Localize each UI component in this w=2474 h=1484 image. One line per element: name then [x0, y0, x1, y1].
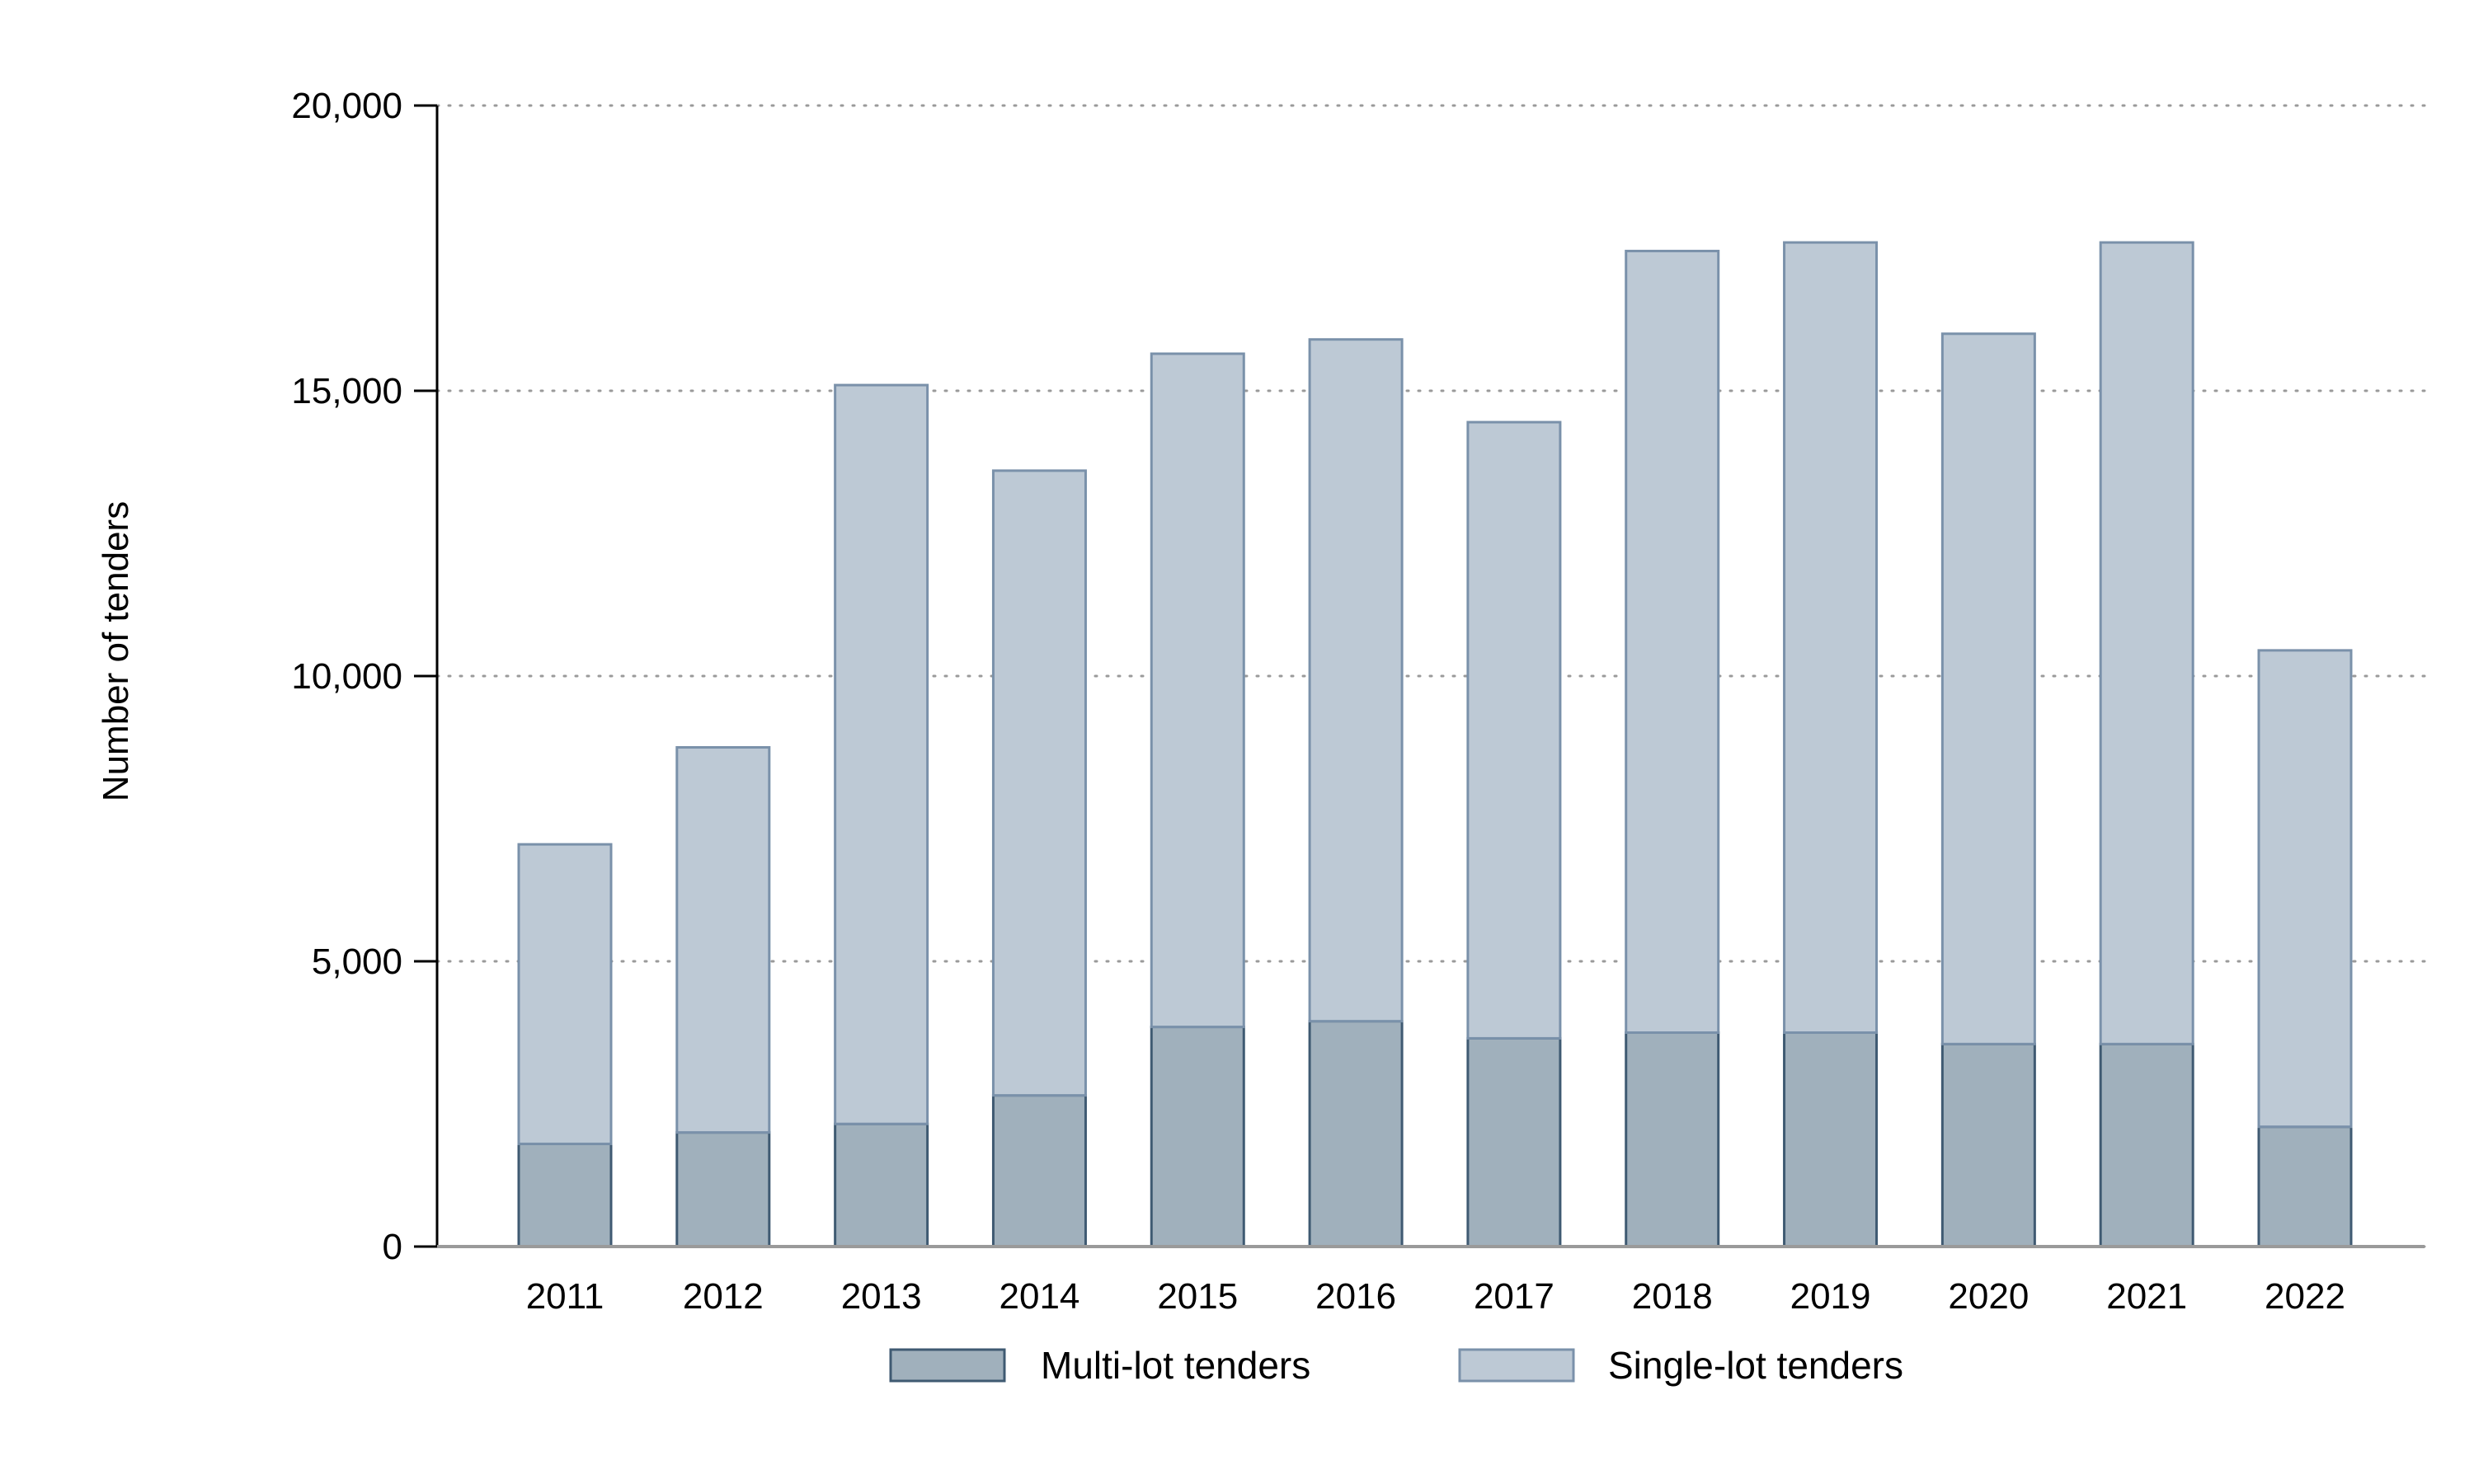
- bar-single-lot: [517, 843, 613, 1145]
- bar-single-lot: [991, 469, 1087, 1097]
- x-tick-label: 2019: [1790, 1276, 1871, 1317]
- bar-multi-lot: [834, 1122, 929, 1248]
- x-tick-labels: 2011 2012 2013 2014 2015 2016 2017 2018 2019 2020…: [526, 1276, 2345, 1317]
- bar-single-lot: [1308, 338, 1404, 1023]
- bar-single-lot: [1940, 332, 2036, 1045]
- bar-single-lot: [1466, 420, 1562, 1040]
- legend-swatch-multi-lot: [889, 1348, 1006, 1383]
- bar-single-lot: [2099, 241, 2194, 1045]
- x-tick-label: 2020: [1948, 1276, 2029, 1317]
- x-tick-label: 2013: [841, 1276, 922, 1317]
- bar-single-lot: [675, 746, 771, 1134]
- bar-single-lot: [2257, 649, 2353, 1129]
- bar-multi-lot: [675, 1131, 771, 1248]
- bar-multi-lot: [991, 1094, 1087, 1248]
- y-tick-labels: 0 5,000 10,000 15,000 20,000: [291, 86, 402, 1267]
- y-tick-label: 20,000: [291, 86, 402, 126]
- x-tick-label: 2017: [1474, 1276, 1554, 1317]
- bar-multi-lot: [1783, 1031, 1879, 1248]
- x-tick-label: 2011: [526, 1276, 604, 1317]
- bar-multi-lot: [1940, 1042, 2036, 1248]
- axes: [414, 104, 2425, 1248]
- x-tick-label: 2012: [683, 1276, 764, 1317]
- bar-single-lot: [1150, 352, 1245, 1029]
- x-tick-label: 2016: [1315, 1276, 1396, 1317]
- y-axis-title: Number of tenders: [96, 501, 136, 801]
- bar-multi-lot: [1308, 1020, 1404, 1248]
- legend: Multi-lot tenders Single-lot tenders: [889, 1344, 1903, 1387]
- y-tick-label: 15,000: [291, 371, 402, 411]
- x-tick-label: 2018: [1632, 1276, 1713, 1317]
- bar-multi-lot: [517, 1142, 613, 1248]
- x-tick-label: 2014: [999, 1276, 1080, 1317]
- bar-single-lot: [1625, 249, 1720, 1034]
- x-tick-label: 2015: [1157, 1276, 1238, 1317]
- legend-label-single-lot: Single-lot tenders: [1608, 1344, 1903, 1387]
- x-tick-label: 2022: [2265, 1276, 2345, 1317]
- bar-multi-lot: [1150, 1026, 1245, 1248]
- legend-swatch-single-lot: [1458, 1348, 1575, 1383]
- bars: [517, 241, 2353, 1248]
- legend-label-multi-lot: Multi-lot tenders: [1041, 1344, 1310, 1387]
- y-tick-label: 0: [383, 1227, 402, 1267]
- x-tick-label: 2021: [2106, 1276, 2187, 1317]
- bar-single-lot: [834, 383, 929, 1125]
- bar-multi-lot: [2257, 1125, 2353, 1248]
- bar-multi-lot: [2099, 1042, 2194, 1248]
- y-tick-label: 10,000: [291, 656, 402, 697]
- bar-multi-lot: [1466, 1036, 1562, 1248]
- bar-single-lot: [1783, 241, 1879, 1034]
- y-tick-label: 5,000: [312, 942, 402, 982]
- bar-multi-lot: [1625, 1031, 1720, 1248]
